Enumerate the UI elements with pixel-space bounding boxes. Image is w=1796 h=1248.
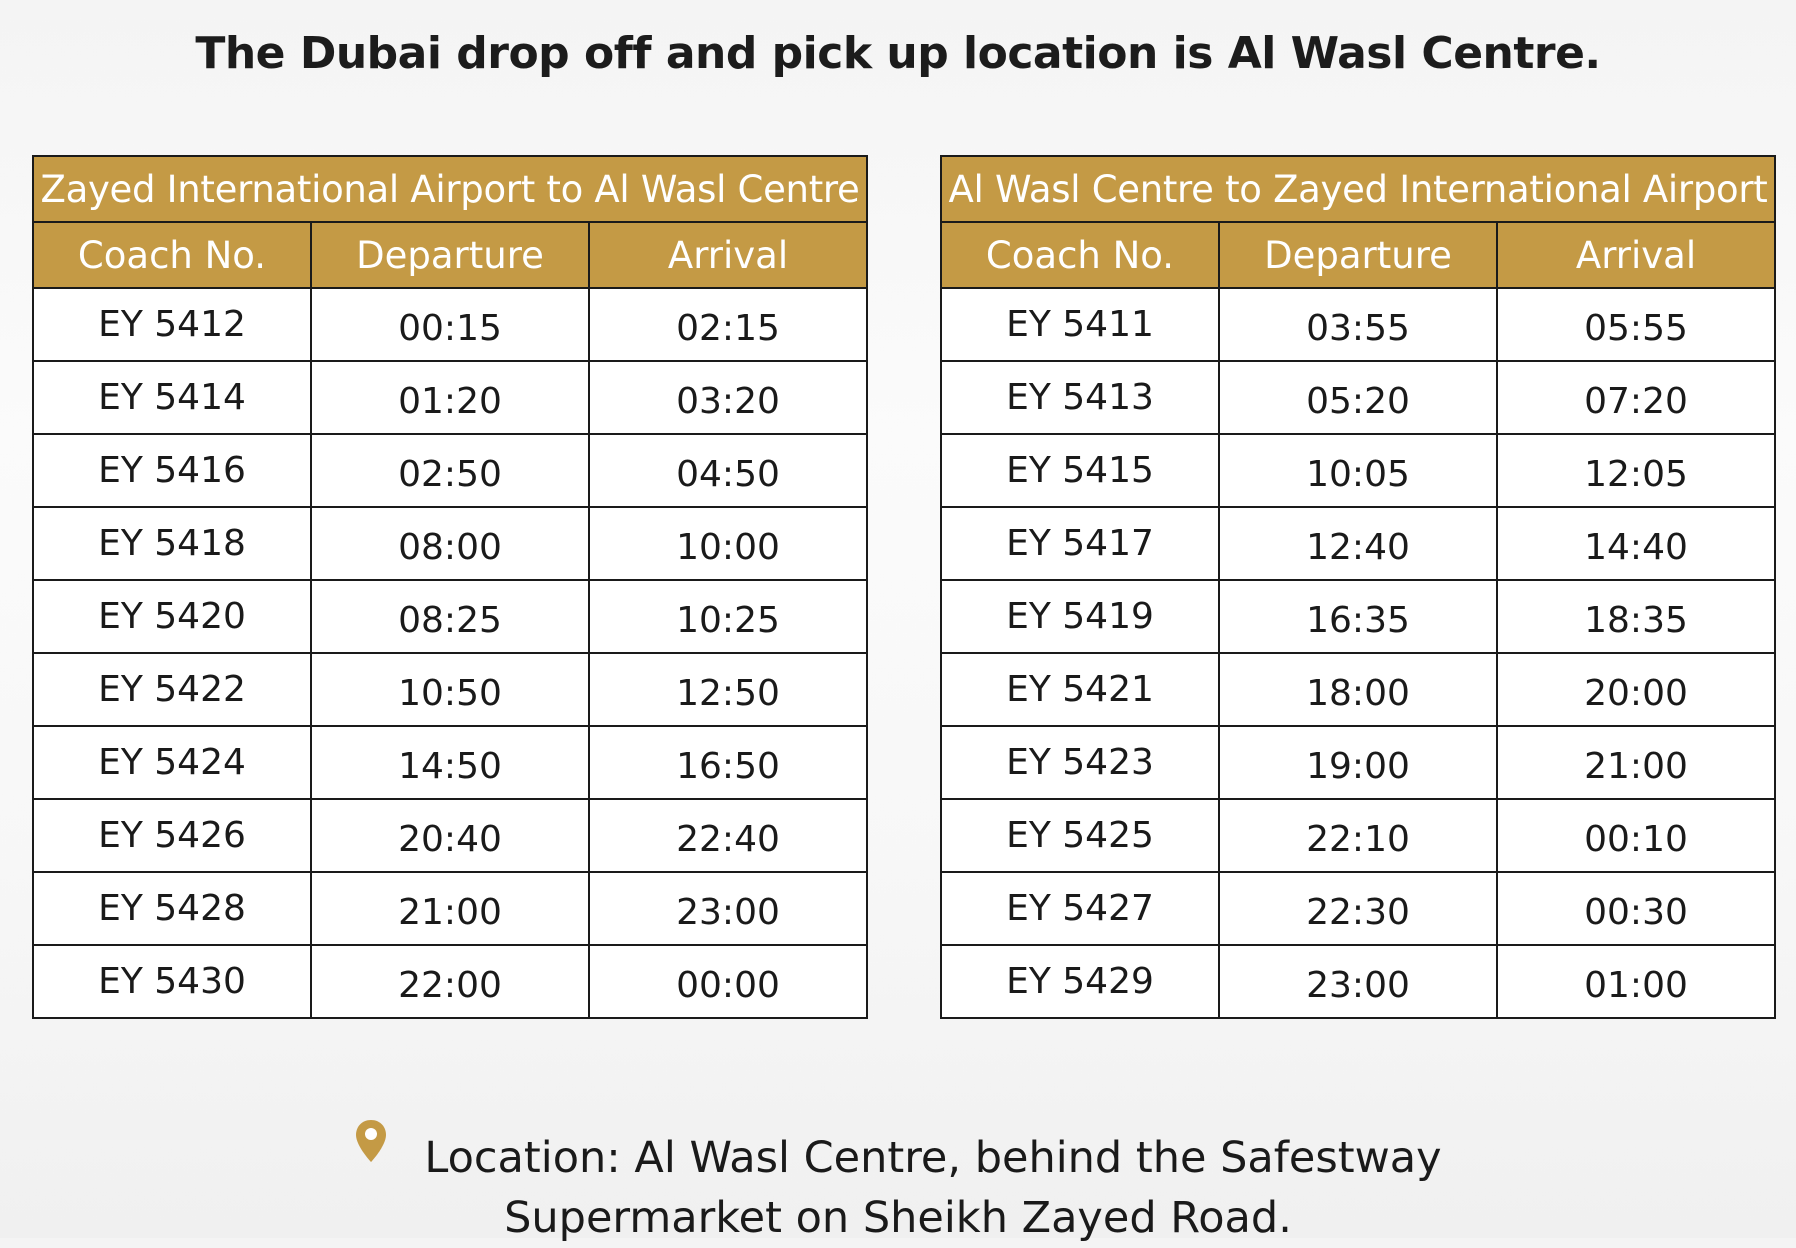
arrival-time-cell: 23:00 (588, 871, 868, 946)
location-pin-icon (354, 1118, 388, 1164)
arrival-time-cell: 16:50 (588, 725, 868, 800)
coach-number-cell: EY 5424 (32, 725, 312, 800)
table-row: EY 5414 01:20 03:20 (32, 360, 868, 435)
location-text-line-1: Location: Al Wasl Centre, behind the Saf… (424, 1133, 1442, 1183)
table-row: EY 5424 14:50 16:50 (32, 725, 868, 800)
departure-time-cell: 02:50 (310, 433, 590, 508)
page-title: The Dubai drop off and pick up location … (195, 28, 1601, 79)
coach-number-cell: EY 5429 (940, 944, 1220, 1019)
table-title: Al Wasl Centre to Zayed International Ai… (940, 155, 1776, 223)
arrival-time-cell: 10:25 (588, 579, 868, 654)
location-line-1: Location: Al Wasl Centre, behind the Saf… (0, 1118, 1796, 1188)
arrival-time-cell: 00:10 (1496, 798, 1776, 873)
arrival-time-cell: 00:30 (1496, 871, 1776, 946)
table-body: EY 5412 00:15 02:15 EY 5414 01:20 03:20 EY 541… (32, 287, 868, 1019)
arrival-time-cell: 07:20 (1496, 360, 1776, 435)
column-header-departure: Departure (310, 221, 590, 289)
table-body: EY 5411 03:55 05:55 EY 5413 05:20 07:20 EY 541… (940, 287, 1776, 1019)
timetable-centre-to-airport: Al Wasl Centre to Zayed International Ai… (940, 155, 1776, 1019)
arrival-time-cell: 21:00 (1496, 725, 1776, 800)
coach-number-cell: EY 5425 (940, 798, 1220, 873)
location-note: Location: Al Wasl Centre, behind the Saf… (0, 1118, 1796, 1248)
departure-time-cell: 01:20 (310, 360, 590, 435)
arrival-time-cell: 22:40 (588, 798, 868, 873)
column-header-coach-no: Coach No. (940, 221, 1220, 289)
coach-number-cell: EY 5426 (32, 798, 312, 873)
arrival-time-cell: 03:20 (588, 360, 868, 435)
departure-time-cell: 08:00 (310, 506, 590, 581)
departure-time-cell: 20:40 (310, 798, 590, 873)
table-row: EY 5413 05:20 07:20 (940, 360, 1776, 435)
coach-number-cell: EY 5427 (940, 871, 1220, 946)
column-header-arrival: Arrival (588, 221, 868, 289)
departure-time-cell: 10:50 (310, 652, 590, 727)
table-row: EY 5426 20:40 22:40 (32, 798, 868, 873)
arrival-time-cell: 10:00 (588, 506, 868, 581)
departure-time-cell: 19:00 (1218, 725, 1498, 800)
departure-time-cell: 22:10 (1218, 798, 1498, 873)
coach-number-cell: EY 5415 (940, 433, 1220, 508)
coach-number-cell: EY 5414 (32, 360, 312, 435)
table-row: EY 5421 18:00 20:00 (940, 652, 1776, 727)
column-header-arrival: Arrival (1496, 221, 1776, 289)
table-row: EY 5422 10:50 12:50 (32, 652, 868, 727)
arrival-time-cell: 14:40 (1496, 506, 1776, 581)
table-title: Zayed International Airport to Al Wasl C… (32, 155, 868, 223)
coach-number-cell: EY 5423 (940, 725, 1220, 800)
departure-time-cell: 08:25 (310, 579, 590, 654)
coach-number-cell: EY 5416 (32, 433, 312, 508)
departure-time-cell: 23:00 (1218, 944, 1498, 1019)
arrival-time-cell: 20:00 (1496, 652, 1776, 727)
table-row: EY 5428 21:00 23:00 (32, 871, 868, 946)
arrival-time-cell: 05:55 (1496, 287, 1776, 362)
table-row: EY 5417 12:40 14:40 (940, 506, 1776, 581)
departure-time-cell: 00:15 (310, 287, 590, 362)
coach-number-cell: EY 5422 (32, 652, 312, 727)
coach-number-cell: EY 5413 (940, 360, 1220, 435)
coach-number-cell: EY 5420 (32, 579, 312, 654)
table-row: EY 5430 22:00 00:00 (32, 944, 868, 1019)
table-row: EY 5429 23:00 01:00 (940, 944, 1776, 1019)
arrival-time-cell: 02:15 (588, 287, 868, 362)
table-row: EY 5420 08:25 10:25 (32, 579, 868, 654)
arrival-time-cell: 00:00 (588, 944, 868, 1019)
table-row: EY 5425 22:10 00:10 (940, 798, 1776, 873)
departure-time-cell: 05:20 (1218, 360, 1498, 435)
departure-time-cell: 18:00 (1218, 652, 1498, 727)
departure-time-cell: 14:50 (310, 725, 590, 800)
coach-number-cell: EY 5417 (940, 506, 1220, 581)
arrival-time-cell: 12:05 (1496, 433, 1776, 508)
location-text-line-2: Supermarket on Sheikh Zayed Road. (504, 1193, 1292, 1243)
coach-number-cell: EY 5419 (940, 579, 1220, 654)
arrival-time-cell: 01:00 (1496, 944, 1776, 1019)
table-row: EY 5427 22:30 00:30 (940, 871, 1776, 946)
table-row: EY 5411 03:55 05:55 (940, 287, 1776, 362)
column-header-departure: Departure (1218, 221, 1498, 289)
departure-time-cell: 16:35 (1218, 579, 1498, 654)
departure-time-cell: 22:30 (1218, 871, 1498, 946)
coach-number-cell: EY 5421 (940, 652, 1220, 727)
departure-time-cell: 03:55 (1218, 287, 1498, 362)
departure-time-cell: 12:40 (1218, 506, 1498, 581)
table-row: EY 5416 02:50 04:50 (32, 433, 868, 508)
table-row: EY 5418 08:00 10:00 (32, 506, 868, 581)
table-row: EY 5412 00:15 02:15 (32, 287, 868, 362)
coach-number-cell: EY 5412 (32, 287, 312, 362)
coach-number-cell: EY 5430 (32, 944, 312, 1019)
table-row: EY 5415 10:05 12:05 (940, 433, 1776, 508)
timetable-airport-to-centre: Zayed International Airport to Al Wasl C… (32, 155, 868, 1019)
arrival-time-cell: 12:50 (588, 652, 868, 727)
table-row: EY 5419 16:35 18:35 (940, 579, 1776, 654)
arrival-time-cell: 18:35 (1496, 579, 1776, 654)
coach-number-cell: EY 5428 (32, 871, 312, 946)
coach-number-cell: EY 5411 (940, 287, 1220, 362)
table-row: EY 5423 19:00 21:00 (940, 725, 1776, 800)
arrival-time-cell: 04:50 (588, 433, 868, 508)
coach-number-cell: EY 5418 (32, 506, 312, 581)
departure-time-cell: 22:00 (310, 944, 590, 1019)
departure-time-cell: 10:05 (1218, 433, 1498, 508)
column-header-coach-no: Coach No. (32, 221, 312, 289)
departure-time-cell: 21:00 (310, 871, 590, 946)
